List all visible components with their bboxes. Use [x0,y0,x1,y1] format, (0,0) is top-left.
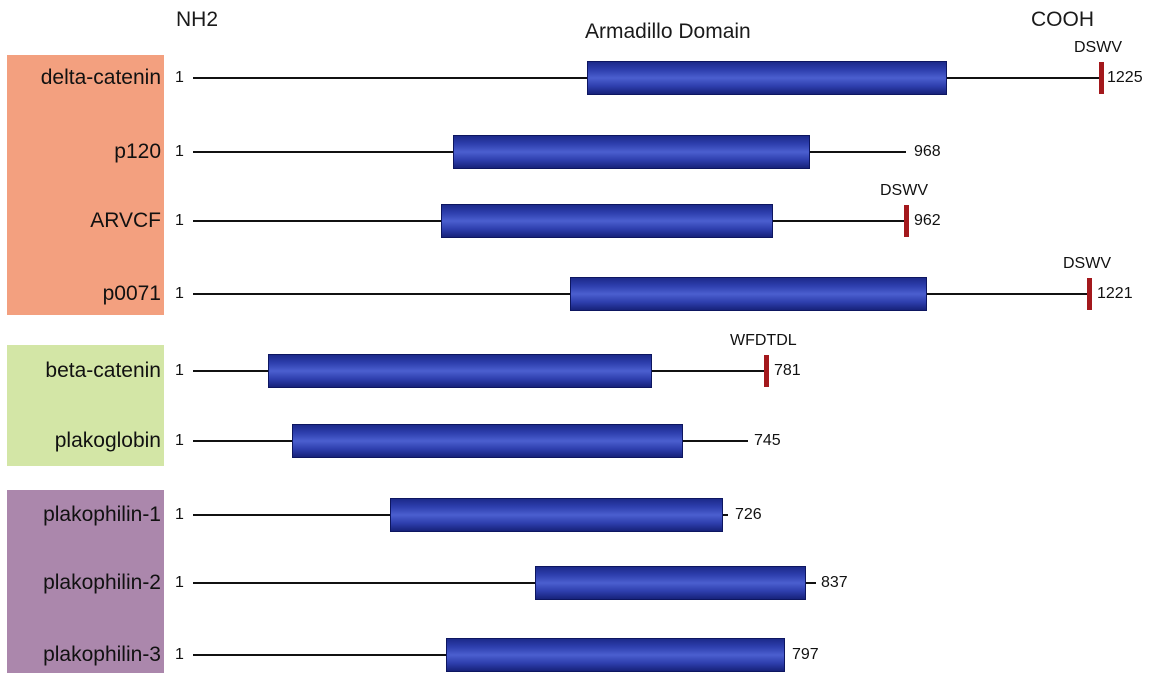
start-residue: 1 [175,646,184,663]
armadillo-domain-box [268,354,652,388]
protein-name: p0071 [102,282,161,305]
end-residue: 726 [735,506,762,523]
armadillo-domain-box [587,61,947,95]
armadillo-domain-box [292,424,683,458]
end-residue: 797 [792,646,819,663]
start-residue: 1 [175,212,184,229]
motif-marker [764,355,769,387]
motif-marker [1099,62,1104,94]
end-residue: 962 [914,212,941,229]
motif-marker [1087,278,1092,310]
armadillo-domain-header: Armadillo Domain [585,20,751,43]
protein-backbone [193,582,816,584]
end-residue: 1225 [1107,69,1143,86]
start-residue: 1 [175,432,184,449]
end-residue: 1221 [1097,285,1133,302]
protein-name: plakophilin-2 [43,571,161,594]
protein-name: delta-catenin [40,66,161,89]
nh2-terminus-label: NH2 [176,8,219,31]
motif-label: DSWV [1074,39,1122,56]
group-box-plakophilin-subfamily [7,490,164,673]
group-box-p120-subfamily [7,55,164,315]
start-residue: 1 [175,362,184,379]
armadillo-domain-box [535,566,806,600]
end-residue: 781 [774,362,801,379]
motif-label: DSWV [880,182,928,199]
start-residue: 1 [175,506,184,523]
end-residue: 968 [914,143,941,160]
armadillo-domain-box [446,638,785,672]
start-residue: 1 [175,69,184,86]
protein-name: plakophilin-3 [43,643,161,666]
protein-name: plakoglobin [54,429,161,452]
cooh-terminus-label: COOH [1031,8,1094,31]
protein-name: p120 [114,140,161,163]
armadillo-domain-box [441,204,773,238]
armadillo-domain-box [453,135,810,169]
armadillo-domain-box [390,498,723,532]
motif-marker [904,205,909,237]
start-residue: 1 [175,574,184,591]
protein-name: beta-catenin [45,359,161,382]
armadillo-domain-box [570,277,927,311]
motif-label: DSWV [1063,255,1111,272]
protein-name: plakophilin-1 [43,503,161,526]
motif-label: WFDTDL [730,332,797,349]
start-residue: 1 [175,143,184,160]
protein-name: ARVCF [90,209,161,232]
start-residue: 1 [175,285,184,302]
end-residue: 745 [754,432,781,449]
end-residue: 837 [821,574,848,591]
group-box-beta-catenin-subfamily [7,345,164,466]
